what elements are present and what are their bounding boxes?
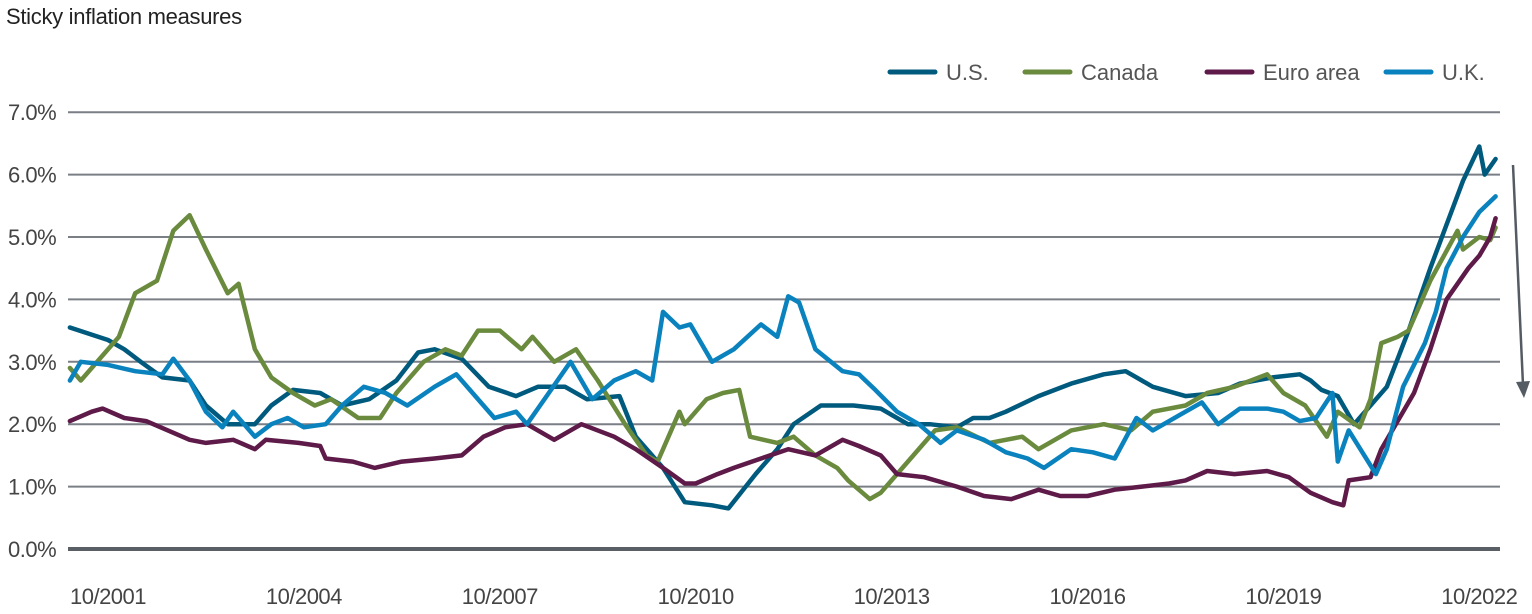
x-tick-label: 10/2004 [266, 584, 342, 609]
y-tick-label: 7.0% [8, 100, 56, 125]
x-tick-label: 10/2016 [1049, 584, 1125, 609]
x-tick-label: 10/2007 [462, 584, 538, 609]
legend-item: Euro area [1204, 60, 1360, 85]
legend-item: U.S. [887, 60, 989, 85]
y-tick-label: 6.0% [8, 163, 56, 188]
legend-label: U.K. [1442, 60, 1485, 85]
legend-item: Canada [1022, 60, 1159, 85]
x-tick-label: 10/2022 [1441, 584, 1517, 609]
series-line-u-k [67, 194, 1498, 477]
series-line-euro-area [67, 216, 1498, 508]
legend-label: Euro area [1263, 60, 1360, 85]
legend-label: U.S. [946, 60, 989, 85]
y-tick-label: 5.0% [8, 225, 56, 250]
x-tick-label: 10/2010 [658, 584, 734, 609]
down-arrow-icon [1511, 164, 1530, 398]
y-tick-label: 1.0% [8, 475, 56, 500]
x-tick-label: 10/2019 [1245, 584, 1321, 609]
y-tick-label: 0.0% [8, 537, 56, 562]
series-line-u-s [67, 144, 1498, 511]
y-tick-label: 4.0% [8, 287, 56, 312]
x-tick-label: 10/2013 [854, 584, 930, 609]
x-tick-label: 10/2001 [70, 584, 146, 609]
legend-item: U.K. [1383, 60, 1485, 85]
y-tick-label: 2.0% [8, 412, 56, 437]
legend-label: Canada [1081, 60, 1159, 85]
y-tick-label: 3.0% [8, 350, 56, 375]
chart-title: Sticky inflation measures [6, 4, 242, 29]
series-line-canada [67, 212, 1498, 502]
